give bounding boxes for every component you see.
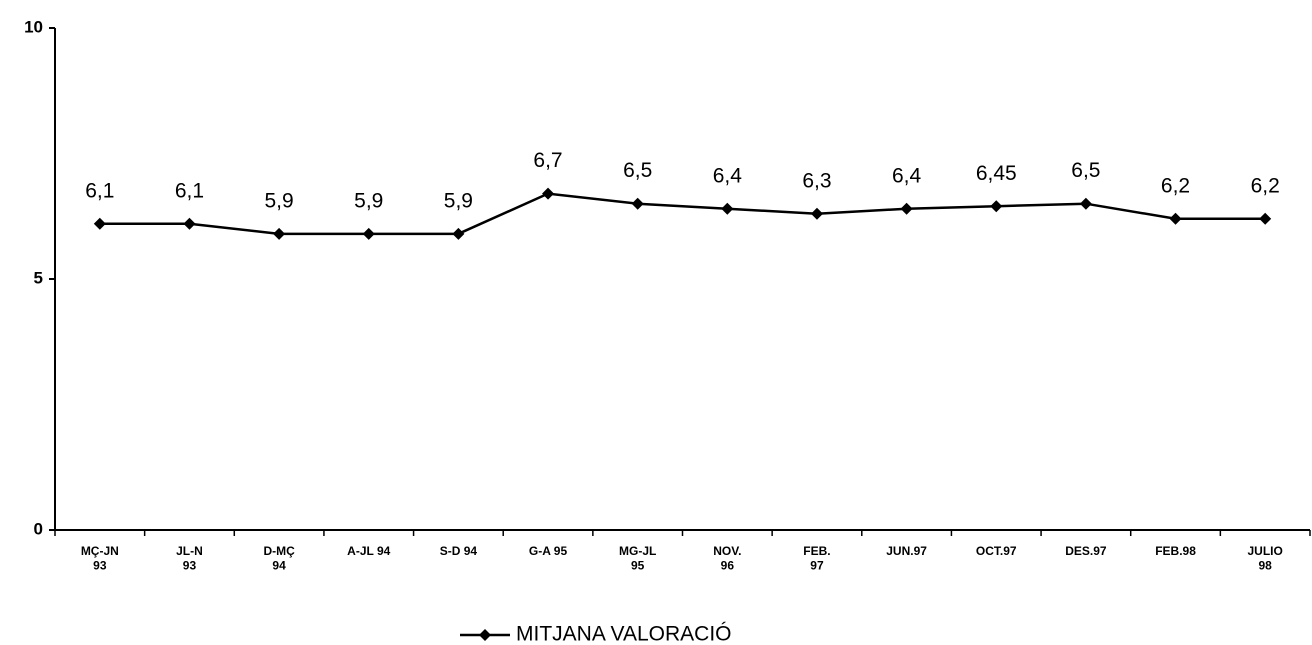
point	[900, 202, 913, 215]
x-tick-label: JL-N 93	[176, 544, 203, 572]
x-tick-label: JULIO 98	[1248, 544, 1283, 572]
data-label: 6,1	[175, 179, 204, 202]
x-tick-label: S-D 94	[440, 544, 478, 558]
data-label: 6,1	[85, 179, 114, 202]
point	[1169, 212, 1182, 225]
x-tick-label: NOV. 96	[713, 544, 741, 572]
point	[1079, 197, 1092, 210]
x-tick-label: D-MÇ 94	[263, 544, 295, 572]
x-tick-label: MÇ-JN 93	[81, 544, 119, 572]
point	[273, 227, 286, 240]
y-tick-label: 0	[34, 519, 43, 538]
data-label: 6,2	[1251, 174, 1280, 197]
legend-marker	[479, 629, 491, 641]
data-label: 6,5	[1071, 159, 1100, 182]
data-label: 6,2	[1161, 174, 1190, 197]
x-tick-label: G-A 95	[529, 544, 568, 558]
x-tick-label: OCT.97	[976, 544, 1017, 558]
legend-label: MITJANA VALORACIÓ	[516, 623, 732, 645]
x-tick-label: MG-JL 95	[619, 544, 656, 572]
point	[810, 207, 823, 220]
point	[452, 227, 465, 240]
data-label: 6,4	[713, 164, 743, 187]
series-line	[99, 192, 1266, 236]
x-tick-label: FEB.98	[1155, 544, 1196, 558]
point	[1259, 212, 1272, 225]
data-label: 5,9	[444, 189, 473, 212]
data-label: 5,9	[265, 189, 294, 212]
y-tick-label: 10	[24, 17, 43, 36]
point	[631, 197, 644, 210]
x-tick-label: FEB. 97	[803, 544, 830, 572]
point	[93, 217, 106, 230]
data-label: 6,45	[976, 162, 1017, 185]
point	[721, 202, 734, 215]
point	[183, 217, 196, 230]
data-label: 5,9	[354, 189, 383, 212]
point	[362, 227, 375, 240]
point	[542, 187, 555, 200]
y-tick-label: 5	[34, 268, 43, 287]
point	[990, 200, 1003, 213]
data-label: 6,4	[892, 164, 922, 187]
data-label: 6,7	[533, 149, 562, 172]
data-label: 6,5	[623, 159, 652, 182]
x-tick-label: A-JL 94	[347, 544, 390, 558]
data-label: 6,3	[802, 169, 831, 192]
x-tick-label: DES.97	[1065, 544, 1107, 558]
x-tick-label: JUN.97	[886, 544, 927, 558]
